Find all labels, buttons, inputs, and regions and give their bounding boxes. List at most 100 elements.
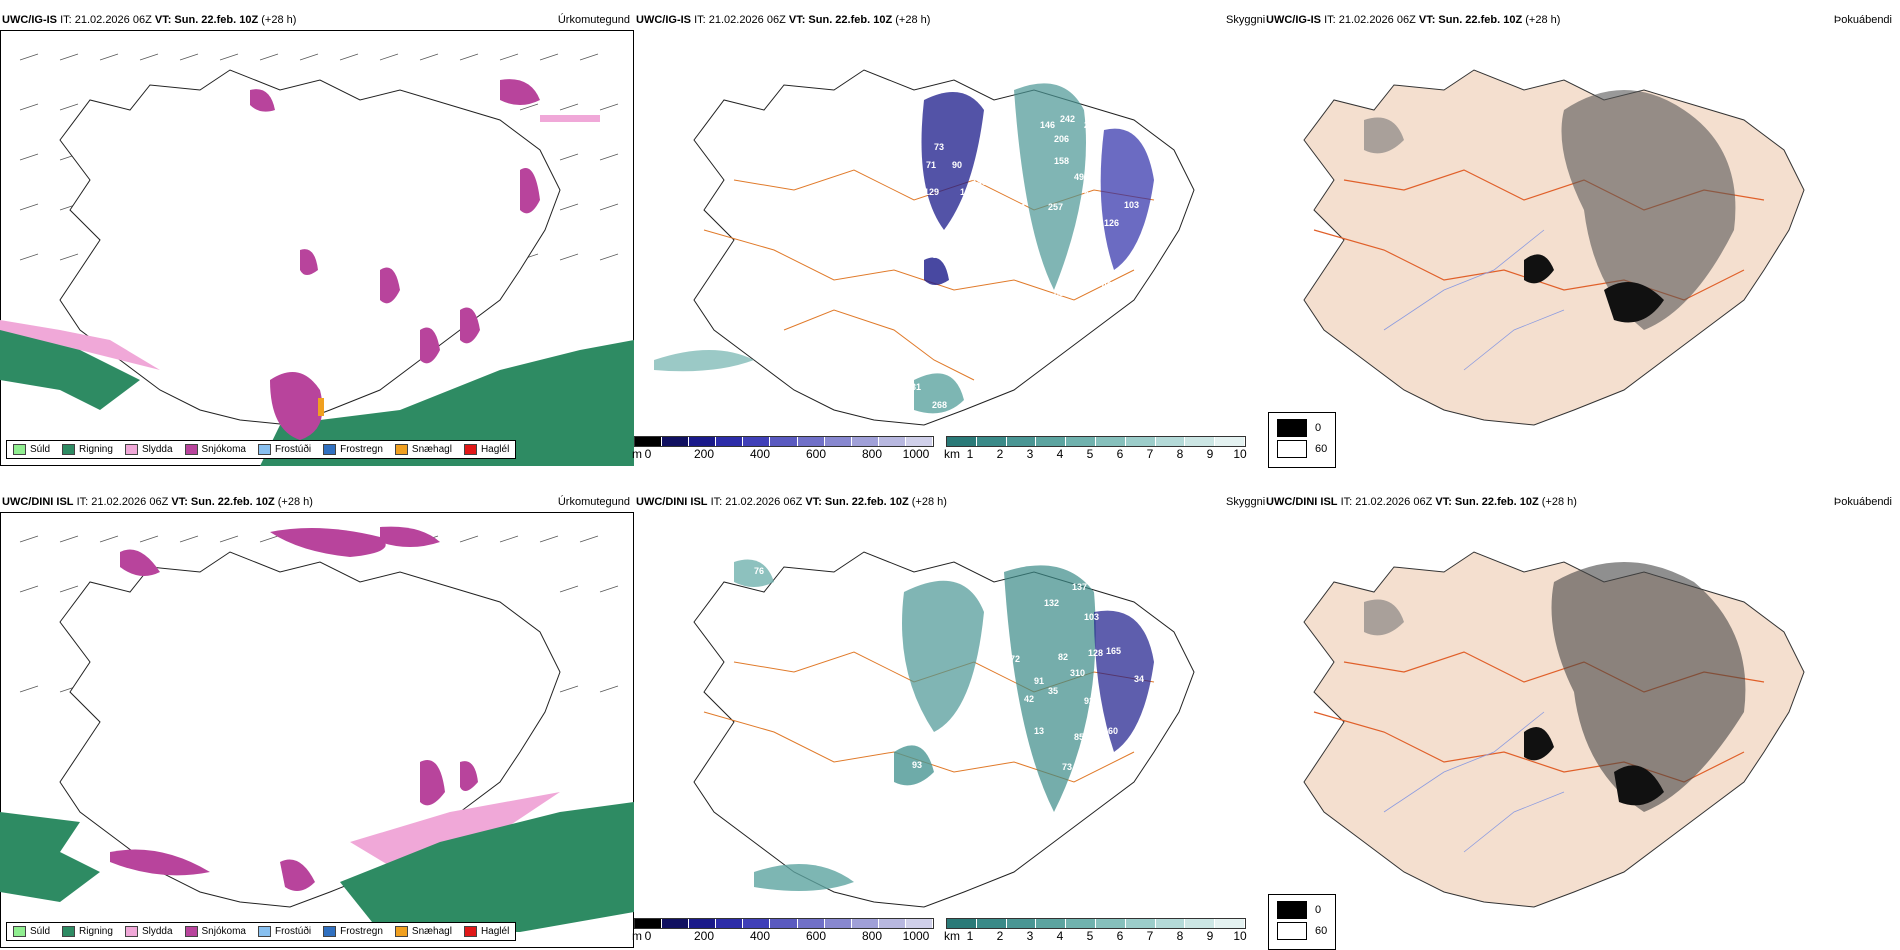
row1-visibility-map: 331 268 73 71 90 129 109 148 122 72 92 8…: [654, 69, 1195, 426]
row2-fog-field-title: Þokuábendi: [1833, 496, 1892, 508]
row1-precip-field-title: Úrkomutegund: [557, 14, 630, 26]
vis-label: 126: [1104, 218, 1119, 228]
row1-fog-header: UWC/IG-IS IT: 21.02.2026 06Z VT: Sun. 22…: [1266, 14, 1561, 26]
vis-label: 35: [1048, 686, 1058, 696]
legend-swatch: [394, 444, 408, 455]
row1-precip-map: [0, 30, 634, 466]
vis-label: 242: [1060, 114, 1075, 124]
legend-item: Snjókoma: [184, 926, 246, 937]
vis-label: 93: [912, 760, 922, 770]
vis-label: 98: [1090, 160, 1100, 170]
colorbar-ticks: 1 2 3 4 5 6 7 8 9 10: [966, 929, 1247, 943]
vis-label: 109: [960, 187, 975, 197]
row1-fog-field-title: Þokuábendi: [1833, 14, 1892, 26]
legend-item: Snæhagl: [394, 444, 452, 455]
row2-precip-field-title: Úrkomutegund: [557, 496, 630, 508]
row1-visibility-header: UWC/IG-IS IT: 21.02.2026 06Z VT: Sun. 22…: [636, 14, 931, 26]
row1-visibility-panel: UWC/IG-IS IT: 21.02.2026 06Z VT: Sun. 22…: [632, 12, 1337, 468]
legend-swatch: [463, 926, 477, 937]
vis-label: 81: [1072, 252, 1082, 262]
vis-label: 39: [1000, 716, 1010, 726]
legend-item: Slydda: [124, 444, 173, 455]
vis-label: 42: [1024, 694, 1034, 704]
legend-swatch: [184, 926, 198, 937]
colorbar-strip: [634, 436, 934, 447]
vis-label: 40: [1102, 280, 1112, 290]
row2-visibility-colorbar: km 1 2 3 4 5 6 7 8 9 10: [944, 918, 1247, 943]
vis-label: 94: [1060, 312, 1070, 322]
row2-height-colorbar: m 0 200 400 600 800 1000: [632, 918, 934, 943]
vis-label: 82: [1058, 652, 1068, 662]
row2-visibility-header: UWC/DINI ISL IT: 21.02.2026 06Z VT: Sun.…: [636, 496, 947, 508]
legend-item: Haglél: [463, 926, 509, 937]
legend-swatch: [323, 926, 337, 937]
row2-precip-legend: Súld Rigning Slydda Snjókoma Frostúði Fr…: [6, 922, 517, 941]
legend-item: Haglél: [463, 444, 509, 455]
colorbar-unit: km: [944, 447, 960, 461]
row1-cloud-legend: 0 60: [1268, 412, 1337, 468]
legend-swatch: [257, 444, 271, 455]
vis-label: 158: [1054, 156, 1069, 166]
row2-precip-header: UWC/DINI ISL IT: 21.02.2026 06Z VT: Sun.…: [2, 496, 313, 508]
row1-fog-panel: UWC/IG-IS IT: 21.02.2026 06Z VT: Sun. 22…: [1264, 12, 1900, 466]
legend-swatch: [124, 444, 138, 455]
row2-visibility-field-title: Skyggni: [1226, 496, 1266, 508]
vis-label: 57: [1064, 794, 1074, 804]
colorbar-unit: m: [632, 929, 642, 943]
legend-swatch: [463, 444, 477, 455]
vis-label: 103: [1124, 200, 1139, 210]
legend-item: Snæhagl: [394, 926, 452, 937]
colorbar-strip: [634, 918, 934, 929]
legend-item: Súld: [13, 444, 50, 455]
legend-item: Frostregn: [323, 926, 383, 937]
colorbar-strip: [946, 436, 1246, 447]
vis-label: 103: [1084, 612, 1099, 622]
legend-item: Súld: [13, 926, 50, 937]
row2-precip-map: [0, 512, 634, 948]
vis-label: 92: [978, 242, 988, 252]
vis-label: 206: [1054, 134, 1069, 144]
legend-swatch: [13, 926, 26, 937]
vis-label: 90: [952, 160, 962, 170]
vis-label: 76: [754, 566, 764, 576]
legend-item: Rigning: [62, 926, 113, 937]
legend-swatch: [184, 444, 198, 455]
vis-label: 214: [1084, 120, 1099, 130]
vis-label: 257: [1048, 202, 1063, 212]
legend-item: Frostúði: [257, 926, 311, 937]
vis-label: 91: [1034, 676, 1044, 686]
legend-swatch: [323, 444, 337, 455]
row2-precip-panel: UWC/DINI ISL IT: 21.02.2026 06Z VT: Sun.…: [0, 494, 634, 948]
vis-label: 146: [1040, 120, 1055, 130]
vis-label: 24: [1084, 190, 1094, 200]
vis-label: 227: [1110, 600, 1125, 610]
row1-precip-panel: UWC/IG-IS IT: 21.02.2026 06Z VT: Sun. 22…: [0, 12, 634, 466]
vis-label: 18: [976, 270, 986, 280]
row1-visibility-colorbar: km 1 2 3 4 5 6 7 8 9 10: [944, 436, 1247, 461]
colorbar-ticks: 1 2 3 4 5 6 7 8 9 10: [966, 447, 1247, 461]
vis-label: 268: [932, 400, 947, 410]
vis-label: 165: [1106, 646, 1121, 656]
row2-fog-panel: UWC/DINI ISL IT: 21.02.2026 06Z VT: Sun.…: [1264, 494, 1900, 948]
vis-label: 13: [1034, 726, 1044, 736]
vis-label: 129: [924, 187, 939, 197]
legend-swatch: [62, 444, 76, 455]
vis-label: 81: [932, 250, 942, 260]
row1-precip-legend: Súld Rigning Slydda Snjókoma Frostúði Fr…: [6, 440, 517, 459]
vis-label: 331: [906, 382, 921, 392]
colorbar-ticks: 0 200 400 600 800 1000: [644, 447, 930, 461]
vis-label: 137: [1072, 582, 1087, 592]
vis-label: 132: [1044, 598, 1059, 608]
vis-label: 122: [964, 202, 979, 212]
row1-height-colorbar: m 0 200 400 600 800 1000: [632, 436, 934, 461]
row1-fog-map: [1303, 69, 1805, 426]
vis-label: 49: [1074, 172, 1084, 182]
vis-label: 73: [934, 142, 944, 152]
legend-item: Slydda: [124, 926, 173, 937]
legend-item: Frostregn: [323, 444, 383, 455]
colorbar-strip: [946, 918, 1246, 929]
vis-label: 72: [990, 222, 1000, 232]
row2-visibility-panel: UWC/DINI ISL IT: 21.02.2026 06Z VT: Sun.…: [632, 494, 1337, 950]
vis-label: 92: [1134, 534, 1144, 544]
vis-label: 310: [1070, 668, 1085, 678]
